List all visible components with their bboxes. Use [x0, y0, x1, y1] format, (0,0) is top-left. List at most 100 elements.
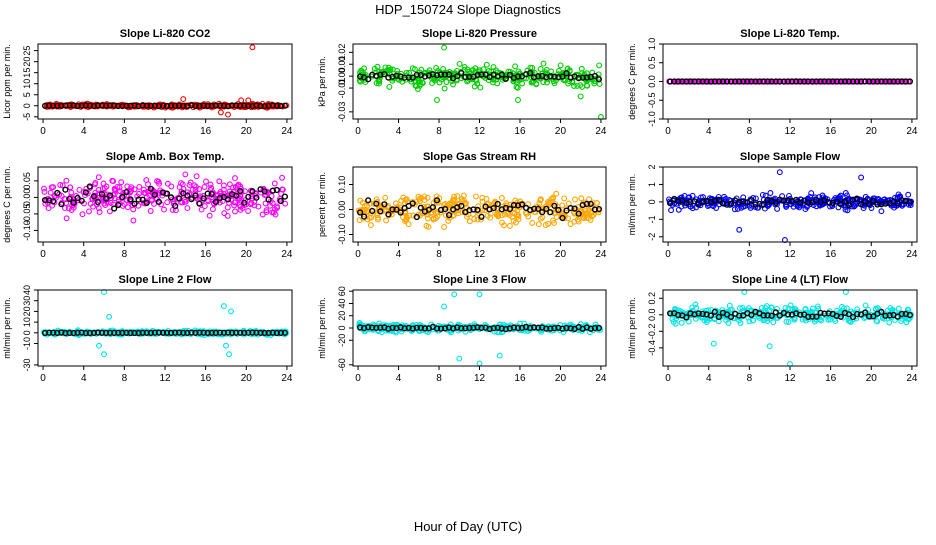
hourly-point: [870, 313, 877, 320]
x-tick-label: 8: [747, 126, 753, 137]
data-point: [447, 201, 453, 208]
hourly-point: [397, 209, 404, 216]
hourly-point: [458, 325, 465, 332]
data-point: [67, 184, 74, 191]
data-point: [63, 215, 70, 222]
data-point: [57, 182, 64, 188]
data-point: [443, 79, 450, 85]
data-point: [279, 174, 286, 181]
y-tick-label: 0: [647, 199, 657, 204]
hourly-point: [369, 207, 376, 215]
data-point: [143, 177, 150, 184]
data-point: [596, 62, 603, 69]
data-point: [768, 304, 775, 311]
hourly-point: [82, 102, 89, 109]
x-tick-label: 0: [355, 249, 361, 260]
hourly-point: [78, 197, 85, 204]
hourly-point: [184, 329, 191, 337]
data-point: [147, 208, 154, 214]
data-point: [496, 352, 503, 359]
hourly-point: [233, 329, 240, 336]
x-tick-label: 16: [825, 126, 837, 137]
data-point: [47, 189, 54, 196]
data-point: [578, 195, 585, 202]
plot-frame: [662, 43, 918, 120]
hourly-point: [54, 189, 61, 197]
x-tick-label: 20: [241, 126, 253, 137]
hourly-point: [373, 324, 380, 332]
data-point: [117, 188, 124, 195]
x-tick-label: 0: [355, 373, 361, 384]
data-point: [357, 197, 364, 204]
data-point: [121, 201, 128, 208]
data-point: [477, 84, 484, 91]
data-point: [590, 211, 597, 218]
data-point: [231, 202, 238, 209]
hourly-point: [82, 189, 89, 196]
x-tick-label: 24: [281, 373, 293, 384]
data-point: [111, 195, 118, 202]
data-point: [567, 221, 574, 227]
hourly-point: [131, 200, 138, 207]
data-point: [767, 190, 774, 196]
hourly-point: [535, 73, 542, 80]
panel-title: Slope Gas Stream RH: [423, 151, 536, 163]
hourly-point: [357, 209, 364, 216]
data-point: [567, 321, 574, 328]
data-point: [434, 97, 440, 103]
data-point: [217, 109, 224, 116]
x-tick-label: 20: [241, 249, 253, 260]
data-point: [101, 351, 107, 358]
hourly-point: [159, 102, 167, 110]
hourly-point: [857, 201, 865, 208]
data-point: [693, 305, 700, 311]
panel-title: Slope Line 3 Flow: [433, 274, 526, 286]
hourly-point: [748, 197, 755, 204]
hourly-point: [683, 314, 690, 321]
data-point: [731, 206, 738, 213]
y-tick-label: -30: [22, 358, 32, 371]
hourly-point: [58, 201, 65, 208]
y-tick-label: -1: [647, 215, 657, 223]
y-tick-label: 10: [22, 317, 32, 327]
data-point: [259, 211, 266, 218]
data-point: [456, 60, 463, 67]
y-tick-label: -10: [22, 337, 32, 350]
data-point: [263, 207, 270, 214]
hourly-point: [792, 196, 800, 204]
data-point: [225, 111, 231, 118]
data-point: [184, 205, 191, 212]
hourly-point: [506, 206, 514, 213]
data-point: [232, 208, 238, 215]
data-point: [168, 183, 175, 190]
hourly-point: [192, 329, 199, 337]
hourly-point: [845, 202, 853, 209]
hourly-point: [192, 192, 199, 199]
data-point: [405, 221, 412, 228]
data-point: [382, 64, 389, 71]
data-point: [483, 61, 490, 68]
data-point: [131, 186, 138, 193]
hourly-point: [249, 102, 256, 110]
hourly-point: [115, 102, 122, 110]
data-point: [874, 318, 881, 325]
x-tick-label: 0: [40, 373, 46, 384]
hourly-point: [102, 329, 110, 337]
data-point: [216, 178, 223, 185]
hourly-point: [906, 311, 914, 319]
data-point: [565, 80, 572, 87]
data-point: [550, 217, 556, 224]
data-point: [477, 216, 484, 223]
data-point: [736, 305, 743, 312]
x-tick-label: 8: [436, 249, 442, 260]
hourly-point: [715, 313, 723, 321]
x-tick-label: 20: [555, 249, 567, 260]
hourly-point: [237, 329, 244, 336]
data-point: [499, 203, 506, 210]
data-point: [135, 190, 142, 197]
hourly-point: [466, 324, 473, 332]
y-tick-label: 40: [22, 285, 32, 295]
hourly-point: [413, 324, 420, 331]
x-tick-label: 12: [474, 249, 486, 260]
